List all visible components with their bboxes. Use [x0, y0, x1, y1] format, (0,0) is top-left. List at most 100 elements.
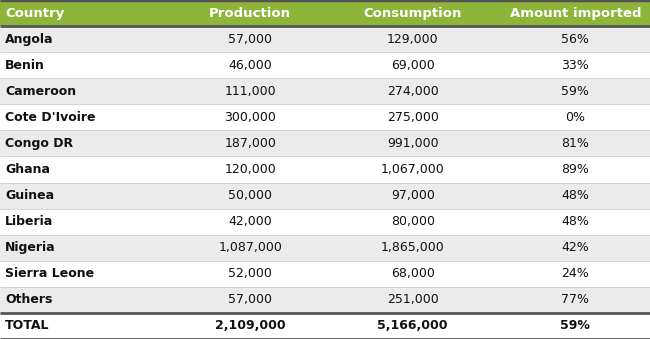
- Text: Others: Others: [5, 293, 53, 306]
- Bar: [500, 235, 650, 261]
- Text: 59%: 59%: [562, 85, 589, 98]
- Bar: [325, 287, 500, 313]
- Text: 300,000: 300,000: [224, 111, 276, 124]
- Bar: [176, 104, 325, 131]
- Text: Congo DR: Congo DR: [5, 137, 73, 150]
- Text: 991,000: 991,000: [387, 137, 439, 150]
- Bar: [0, 182, 176, 208]
- Text: 59%: 59%: [560, 319, 590, 333]
- Bar: [500, 261, 650, 287]
- Text: 48%: 48%: [562, 215, 589, 228]
- Bar: [325, 313, 500, 339]
- Text: 89%: 89%: [562, 163, 589, 176]
- Text: Ghana: Ghana: [5, 163, 50, 176]
- Text: 120,000: 120,000: [224, 163, 276, 176]
- Text: 251,000: 251,000: [387, 293, 439, 306]
- Bar: [325, 131, 500, 157]
- Text: Liberia: Liberia: [5, 215, 53, 228]
- Text: 57,000: 57,000: [228, 293, 272, 306]
- Bar: [325, 235, 500, 261]
- Text: 33%: 33%: [562, 59, 589, 72]
- Bar: [176, 78, 325, 104]
- Bar: [176, 0, 325, 26]
- Bar: [500, 104, 650, 131]
- Text: 187,000: 187,000: [224, 137, 276, 150]
- Text: 68,000: 68,000: [391, 267, 435, 280]
- Bar: [176, 26, 325, 52]
- Bar: [0, 52, 176, 78]
- Bar: [325, 208, 500, 235]
- Text: 1,865,000: 1,865,000: [381, 241, 445, 254]
- Text: 97,000: 97,000: [391, 189, 435, 202]
- Bar: [325, 182, 500, 208]
- Text: TOTAL: TOTAL: [5, 319, 49, 333]
- Bar: [500, 52, 650, 78]
- Text: Amount imported: Amount imported: [510, 6, 641, 20]
- Bar: [500, 0, 650, 26]
- Text: 42%: 42%: [562, 241, 589, 254]
- Text: 46,000: 46,000: [228, 59, 272, 72]
- Bar: [500, 287, 650, 313]
- Bar: [0, 0, 176, 26]
- Bar: [500, 78, 650, 104]
- Text: Cameroon: Cameroon: [5, 85, 76, 98]
- Text: Sierra Leone: Sierra Leone: [5, 267, 94, 280]
- Bar: [0, 261, 176, 287]
- Bar: [500, 26, 650, 52]
- Bar: [176, 182, 325, 208]
- Text: 274,000: 274,000: [387, 85, 439, 98]
- Bar: [176, 131, 325, 157]
- Text: 275,000: 275,000: [387, 111, 439, 124]
- Text: 1,067,000: 1,067,000: [381, 163, 445, 176]
- Bar: [325, 52, 500, 78]
- Text: 57,000: 57,000: [228, 33, 272, 46]
- Text: 69,000: 69,000: [391, 59, 435, 72]
- Bar: [325, 157, 500, 182]
- Text: Production: Production: [209, 6, 291, 20]
- Bar: [176, 261, 325, 287]
- Bar: [325, 261, 500, 287]
- Bar: [0, 26, 176, 52]
- Text: 80,000: 80,000: [391, 215, 435, 228]
- Text: 81%: 81%: [562, 137, 589, 150]
- Bar: [500, 313, 650, 339]
- Text: 129,000: 129,000: [387, 33, 439, 46]
- Bar: [325, 26, 500, 52]
- Bar: [176, 313, 325, 339]
- Bar: [176, 208, 325, 235]
- Bar: [0, 313, 176, 339]
- Text: 48%: 48%: [562, 189, 589, 202]
- Text: 111,000: 111,000: [224, 85, 276, 98]
- Bar: [176, 52, 325, 78]
- Bar: [0, 157, 176, 182]
- Bar: [325, 104, 500, 131]
- Bar: [176, 235, 325, 261]
- Text: 77%: 77%: [561, 293, 590, 306]
- Bar: [0, 287, 176, 313]
- Text: 2,109,000: 2,109,000: [215, 319, 285, 333]
- Bar: [500, 131, 650, 157]
- Text: 24%: 24%: [562, 267, 589, 280]
- Text: Cote D'Ivoire: Cote D'Ivoire: [5, 111, 96, 124]
- Bar: [0, 104, 176, 131]
- Text: Angola: Angola: [5, 33, 54, 46]
- Bar: [0, 208, 176, 235]
- Bar: [500, 208, 650, 235]
- Text: 50,000: 50,000: [228, 189, 272, 202]
- Text: 52,000: 52,000: [228, 267, 272, 280]
- Bar: [325, 0, 500, 26]
- Text: 42,000: 42,000: [228, 215, 272, 228]
- Text: Consumption: Consumption: [363, 6, 462, 20]
- Bar: [176, 287, 325, 313]
- Text: Benin: Benin: [5, 59, 45, 72]
- Text: Guinea: Guinea: [5, 189, 55, 202]
- Bar: [0, 78, 176, 104]
- Bar: [325, 78, 500, 104]
- Text: 1,087,000: 1,087,000: [218, 241, 282, 254]
- Text: 0%: 0%: [566, 111, 585, 124]
- Text: 5,166,000: 5,166,000: [378, 319, 448, 333]
- Bar: [500, 182, 650, 208]
- Text: 56%: 56%: [562, 33, 589, 46]
- Bar: [500, 157, 650, 182]
- Text: Country: Country: [5, 6, 64, 20]
